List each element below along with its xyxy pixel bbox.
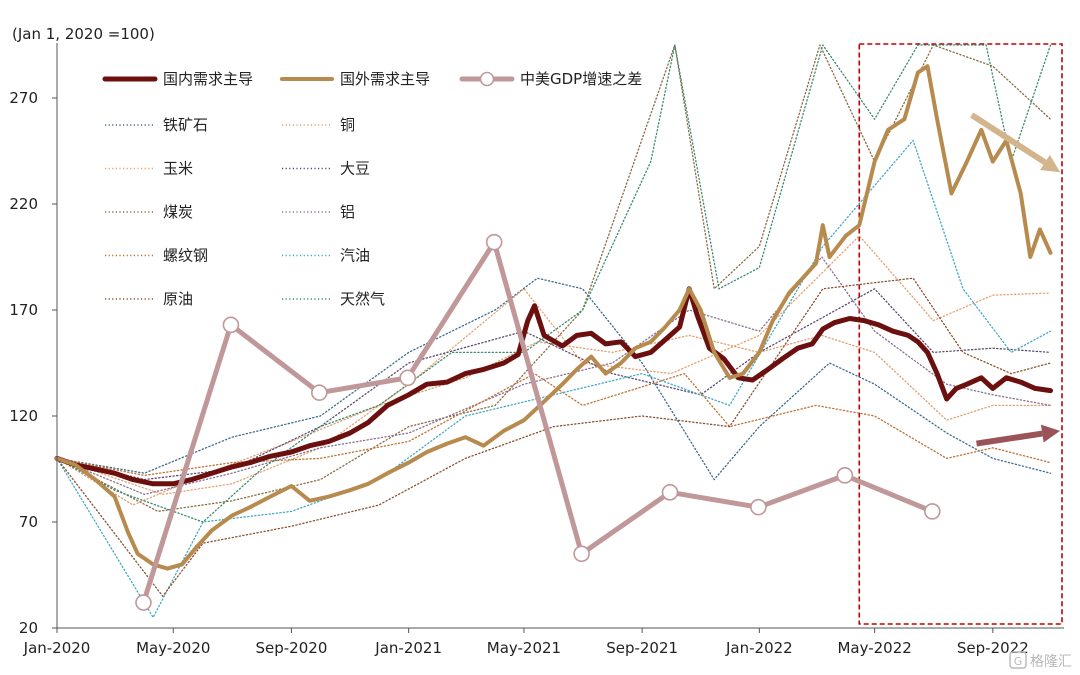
foreign-demand-down-arrow-head	[1040, 154, 1061, 173]
series-2-marker-8	[836, 467, 854, 484]
series-12-line	[56, 44, 1052, 523]
x-tick-label-2: Sep-2020	[256, 639, 328, 657]
series-11-line	[56, 277, 1052, 597]
series-layer	[54, 44, 1053, 619]
x-tick-label-1: May-2020	[136, 639, 210, 657]
series-4-line	[56, 334, 1052, 506]
series-5-legend-label: 玉米	[163, 160, 193, 178]
highlight-box	[858, 43, 1063, 625]
series-10-line	[56, 139, 1052, 619]
watermark-logo-frame	[1009, 651, 1027, 669]
series-2-marker-4	[485, 233, 503, 251]
series-7-line	[56, 44, 1052, 513]
series-4-legend-label: 铜	[340, 116, 355, 134]
trend-arrows	[970, 112, 1061, 447]
x-tick-label-5: Sep-2021	[606, 639, 678, 657]
series-2-marker-0	[135, 594, 152, 611]
domestic-demand-up-arrow-shaft	[976, 430, 1043, 447]
series-2-marker-7	[750, 498, 767, 516]
foreign-demand-down-arrow-shaft	[970, 112, 1047, 165]
series-8-legend-label: 铝	[340, 203, 355, 221]
y-unit-label: (Jan 1, 2020 =100)	[12, 25, 155, 43]
x-tick-label-3: Jan-2021	[374, 639, 442, 657]
watermark-logo-icon: G	[1009, 651, 1027, 669]
series-1-line	[55, 64, 1053, 571]
series-12-legend-label: 天然气	[340, 290, 385, 308]
series-2-line	[141, 239, 935, 606]
y-tick-label-120: 120	[9, 407, 38, 425]
series-2-marker-9	[923, 503, 941, 520]
y-tick-label-220: 220	[9, 195, 38, 213]
series-9-legend-label: 螺纹钢	[163, 247, 208, 265]
highlight-region	[858, 43, 1063, 625]
series-8-line	[56, 256, 1052, 496]
y-tick-label-270: 270	[9, 89, 38, 107]
series-2-legend-label: 中美GDP增速之差	[520, 70, 642, 88]
series-2-marker-1	[222, 316, 240, 334]
series-2-legend-marker	[479, 71, 495, 87]
y-tick-label-20: 20	[19, 619, 38, 637]
series-7-legend-label: 煤炭	[163, 203, 193, 221]
series-2-marker-3	[399, 369, 416, 387]
y-tick-label-170: 170	[9, 301, 38, 319]
series-0-line	[54, 286, 1053, 487]
domestic-demand-up-arrow-head	[1040, 424, 1061, 443]
series-3-line	[56, 277, 1052, 481]
series-6-legend-label: 大豆	[340, 160, 370, 178]
x-tick-label-7: May-2022	[837, 639, 911, 657]
axes: 20 70 120 170 220 270 Jan-2020 May-2020 Sep-2020…	[9, 43, 1064, 657]
series-0-legend-label: 国内需求主导	[163, 70, 253, 88]
series-2-marker-6	[661, 484, 679, 501]
series-2-marker-5	[573, 545, 590, 563]
watermark-text: 格隆汇	[1030, 654, 1072, 670]
series-1-legend-label: 国外需求主导	[340, 70, 430, 88]
series-3-legend-label: 铁矿石	[163, 116, 208, 134]
x-tick-label-4: May-2021	[487, 639, 561, 657]
watermark-logo-glyph: G	[1014, 655, 1023, 668]
series-2-marker-2	[310, 384, 328, 401]
x-tick-label-6: Jan-2022	[725, 639, 793, 657]
series-11-legend-label: 原油	[163, 290, 193, 308]
series-10-legend-label: 汽油	[340, 247, 370, 265]
x-tick-label-0: Jan-2020	[23, 639, 91, 657]
y-tick-label-70: 70	[19, 513, 38, 531]
